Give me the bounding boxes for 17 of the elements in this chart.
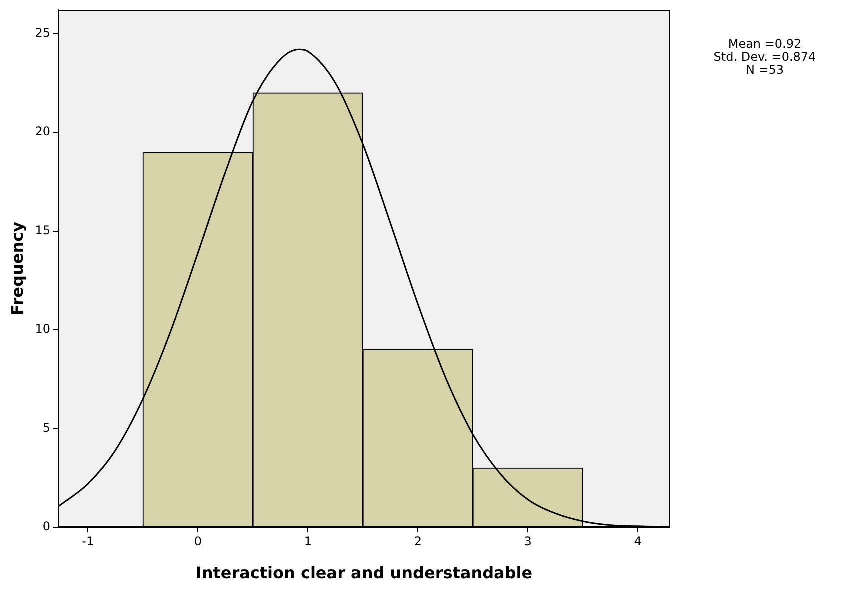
y-tick-label: 25 (35, 26, 50, 40)
y-tick-label: 10 (35, 322, 50, 336)
x-tick-label: 4 (634, 534, 642, 549)
x-axis-title: Interaction clear and understandable (196, 564, 533, 583)
y-tick-label: 20 (35, 124, 50, 139)
x-tick-label: 0 (194, 534, 202, 549)
x-tick-label: 2 (414, 534, 422, 549)
text: Std. Dev. =0.874 (712, 50, 818, 64)
y-tick-label: 5 (42, 420, 50, 435)
x-tick-label: 3 (524, 534, 532, 549)
x-tick-label: -1 (82, 534, 94, 549)
y-tick-label: 0 (42, 520, 50, 534)
text: N =53 (744, 63, 786, 77)
text: Mean =0.92 (727, 37, 803, 51)
y-tick-label: 15 (35, 223, 50, 238)
x-tick-label: 1 (304, 534, 312, 549)
y-axis-title: Frequency (8, 221, 27, 316)
